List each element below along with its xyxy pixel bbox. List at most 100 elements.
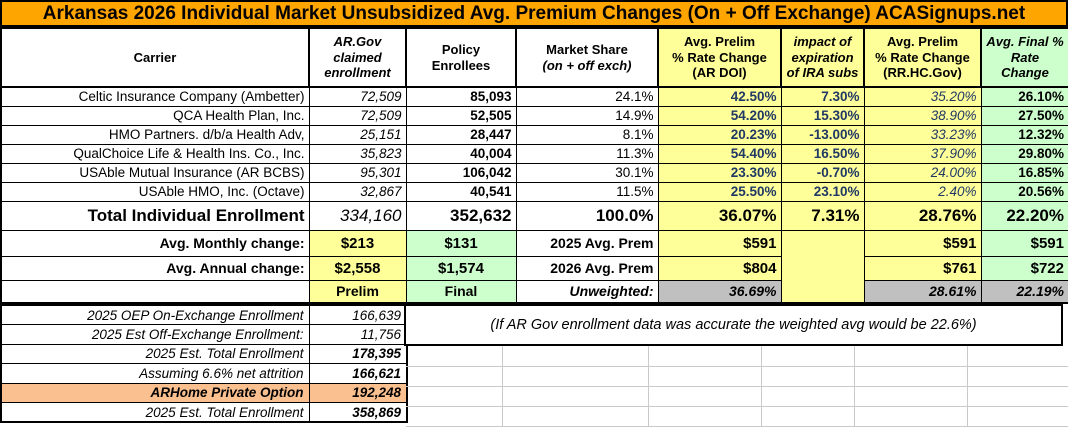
unweighted-row: Prelim Final Unweighted: 36.69% 28.61% 2… [0,279,1068,304]
argov-enrollment-cell: 72,509 [308,86,407,107]
prelim-ardoi-cell: 25.50% [657,181,782,202]
final-rate-cell: 27.50% [980,105,1068,126]
weighted-avg-note: (If AR Gov enrollment data was accurate … [404,304,1063,346]
total-share: 100.0% [515,200,659,231]
prem-2025-final-cell: $591 [980,229,1068,257]
unweighted-rrhc-cell: 28.61% [863,279,982,304]
empty-cell [0,279,310,304]
summary-label: ARHome Private Option [0,382,310,403]
prelim-rrhcgov-cell: 33.23% [863,124,982,145]
annual-change-label: Avg. Annual change: [0,255,310,281]
policy-enrollees-cell: 40,004 [405,143,517,164]
monthly-change-label: Avg. Monthly change: [0,229,310,257]
policy-enrollees-cell: 40,541 [405,181,517,202]
grid-line [406,386,1068,387]
summary-label: 2025 Est Off-Exchange Enrollment: [0,324,310,345]
carrier-name-cell: QualChoice Life & Health Ins. Co., Inc. [0,143,310,164]
prelim-ardoi-cell: 23.30% [657,162,782,183]
final-rate-cell: 29.80% [980,143,1068,164]
prelim-column-label: Prelim [308,279,407,304]
summary-label: 2025 Est. Total Enrollment [0,343,310,364]
summary-row: Assuming 6.6% net attrition 166,621 [0,363,408,384]
col-header-ira-impact: impact of expiration of IRA subs [780,27,865,88]
prem-2025-label: 2025 Avg. Prem [515,229,659,257]
final-rate-cell: 26.10% [980,86,1068,107]
policy-enrollees-cell: 85,093 [405,86,517,107]
carrier-row: QualChoice Life & Health Ins. Co., Inc. … [0,143,1068,164]
carrier-row: QCA Health Plan, Inc. 72,509 52,505 14.9… [0,105,1068,126]
unweighted-final-cell: 22.19% [980,279,1068,304]
col-header-argov-enrollment: AR.Gov claimed enrollment [308,27,407,88]
policy-enrollees-cell: 106,042 [405,162,517,183]
carrier-name-cell: USAble Mutual Insurance (AR BCBS) [0,162,310,183]
argov-enrollment-cell: 72,509 [308,105,407,126]
prelim-ardoi-cell: 20.23% [657,124,782,145]
summary-row: 2025 Est Off-Exchange Enrollment: 11,756 [0,324,408,345]
annual-prelim-cell: $2,558 [308,255,407,281]
ira-impact-cell: -13.00% [780,124,865,145]
policy-enrollees-cell: 28,447 [405,124,517,145]
policy-enrollees-cell: 52,505 [405,105,517,126]
prelim-ardoi-cell: 54.20% [657,105,782,126]
summary-value: 192,248 [308,382,408,403]
summary-label: Assuming 6.6% net attrition [0,363,310,384]
premium-table: Carrier AR.Gov claimed enrollment Policy En… [0,27,1068,304]
col-header-prelim-rrhcgov: Avg. Prelim% Rate Change (RR.HC.Gov) [863,27,982,88]
prelim-rrhcgov-cell: 38.90% [863,105,982,126]
monthly-change-row: Avg. Monthly change: $213 $131 2025 Avg.… [0,229,1068,304]
argov-enrollment-cell: 95,301 [308,162,407,183]
total-ira: 7.31% [780,200,865,231]
argov-enrollment-cell: 25,151 [308,124,407,145]
carrier-row: Celtic Insurance Company (Ambetter) 72,5… [0,86,1068,107]
argov-enrollment-cell: 32,867 [308,181,407,202]
total-doi: 36.07% [657,200,782,231]
col-header-market-share: Market Share (on + off exch) [515,27,659,88]
total-rrhc: 28.76% [863,200,982,231]
market-share-cell: 14.9% [515,105,659,126]
annual-change-row: Avg. Annual change: $2,558 $1,574 2026 A… [0,255,1068,281]
final-column-label: Final [405,279,517,304]
monthly-prelim-cell: $213 [308,229,407,257]
prelim-rrhcgov-cell: 24.00% [863,162,982,183]
enrollment-summary-table: 2025 OEP On-Exchange Enrollment 166,639 … [0,304,408,423]
col-header-policy-enrollees: Policy Enrollees [405,27,517,88]
carrier-row: USAble HMO, Inc. (Octave) 32,867 40,541 … [0,181,1068,202]
total-final: 22.20% [980,200,1068,231]
ira-impact-cell: 15.30% [780,105,865,126]
grid-line [406,366,1068,367]
prelim-rrhcgov-cell: 2.40% [863,181,982,202]
summary-label: 2025 OEP On-Exchange Enrollment [0,304,310,325]
summary-row: 2025 OEP On-Exchange Enrollment 166,639 [0,304,408,325]
ira-impact-cell: 23.10% [780,181,865,202]
prem-2026-doi-cell: $804 [657,255,782,281]
market-share-cell: 11.5% [515,181,659,202]
carrier-row: USAble Mutual Insurance (AR BCBS) 95,301… [0,162,1068,183]
total-label: Total Individual Enrollment [0,200,310,231]
summary-value: 11,756 [308,324,408,345]
grid-line [406,406,1068,407]
col-header-carrier: Carrier [0,27,310,88]
unweighted-doi-cell: 36.69% [657,279,782,304]
summary-row: 2025 Est. Total Enrollment 178,395 [0,343,408,364]
prelim-ardoi-cell: 42.50% [657,86,782,107]
prem-2025-doi-cell: $591 [657,229,782,257]
summary-value: 166,639 [308,304,408,325]
summary-value: 178,395 [308,343,408,364]
carrier-name-cell: QCA Health Plan, Inc. [0,105,310,126]
final-rate-cell: 16.85% [980,162,1068,183]
carrier-row: HMO Partners. d/b/a Health Adv, 25,151 2… [0,124,1068,145]
prelim-rrhcgov-cell: 37.90% [863,143,982,164]
total-argov: 334,160 [308,200,407,231]
final-rate-cell: 12.32% [980,124,1068,145]
final-rate-cell: 20.56% [980,181,1068,202]
summary-value: 358,869 [308,402,408,423]
summary-label: 2025 Est. Total Enrollment [0,402,310,423]
ira-impact-cell: 16.50% [780,143,865,164]
prem-2026-final-cell: $722 [980,255,1068,281]
ira-impact-cell: -0.70% [780,162,865,183]
unweighted-label: Unweighted: [515,279,659,304]
prelim-rrhcgov-cell: 35.20% [863,86,982,107]
prem-2026-label: 2026 Avg. Prem [515,255,659,281]
argov-enrollment-cell: 35,823 [308,143,407,164]
